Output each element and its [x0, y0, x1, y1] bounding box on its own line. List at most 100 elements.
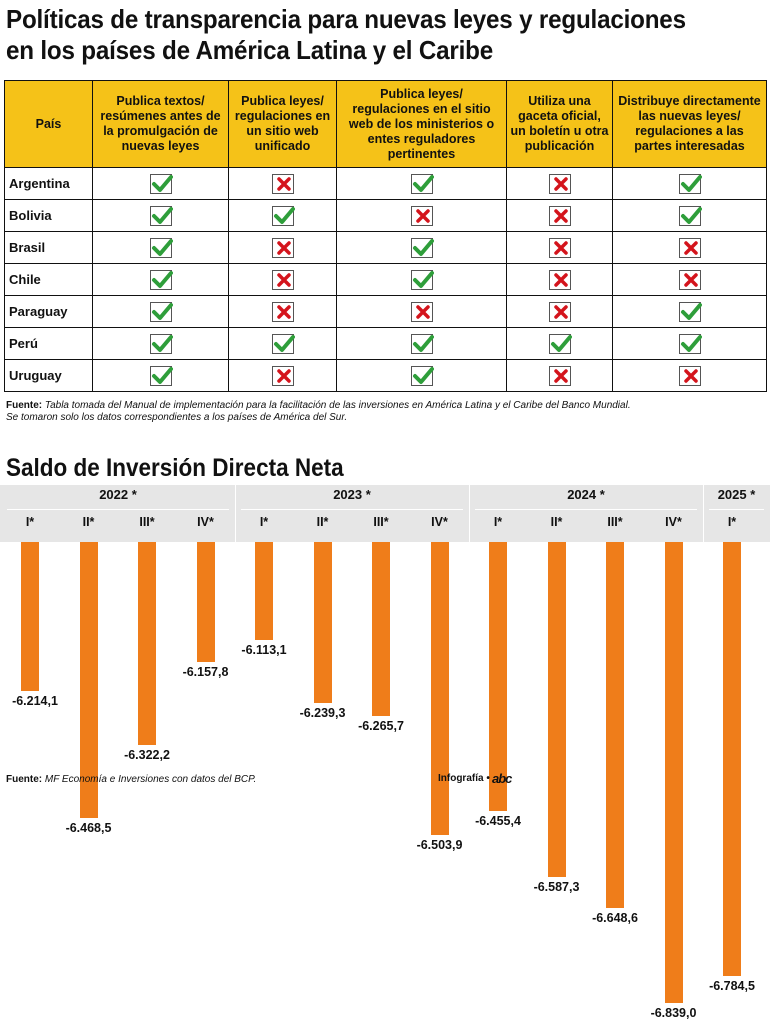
- cross-icon: [548, 365, 571, 386]
- year-underline: [7, 509, 229, 510]
- year-separator: [703, 485, 704, 542]
- table-row: Perú: [4, 327, 767, 360]
- bar: [664, 542, 683, 1003]
- country-name: Bolivia: [4, 199, 93, 232]
- table-cell: [506, 263, 613, 296]
- cross-icon: [548, 173, 571, 194]
- bar: [606, 542, 624, 908]
- cross-icon: [548, 205, 571, 226]
- check-icon: [149, 237, 173, 258]
- table-cell: [228, 263, 337, 296]
- check-icon: [149, 205, 173, 226]
- bar-value-label: -6.503,9: [416, 838, 463, 853]
- year-underline: [709, 509, 764, 510]
- table-cell: [228, 295, 337, 328]
- cross-icon: [271, 237, 294, 258]
- year-label: 2025 *: [717, 487, 756, 502]
- table-cell: [336, 295, 507, 328]
- table-cell: [612, 199, 767, 232]
- quarter-label: IV*: [431, 515, 448, 529]
- abc-logo: abc: [492, 771, 512, 786]
- table-row: Argentina: [4, 167, 767, 200]
- source-line-1: Tabla tomada del Manual de implementació…: [44, 400, 631, 411]
- column-header: Publica leyes/ regulaciones en un sitio …: [228, 80, 337, 168]
- quarter-label: I*: [727, 515, 737, 529]
- bar: [21, 542, 39, 691]
- table-cell: [506, 167, 613, 200]
- bar-value-label: -6.587,3: [533, 880, 580, 895]
- table-cell: [336, 359, 507, 392]
- table-cell: [612, 231, 767, 264]
- country-name: Brasil: [4, 231, 93, 264]
- bar-value-label: -6.455,4: [475, 814, 521, 829]
- table-cell: [92, 231, 229, 264]
- bar: [138, 542, 156, 745]
- year-label: 2024 *: [567, 487, 605, 502]
- chart-title: Saldo de Inversión Directa Neta: [6, 454, 344, 482]
- table-cell: [228, 327, 337, 360]
- chart-source-label: Fuente:: [6, 774, 43, 785]
- credit-text: Infografía •: [438, 773, 490, 784]
- bar-value-label: -6.113,1: [241, 643, 287, 657]
- table-cell: [92, 359, 229, 392]
- table-body: Argentina Bolivia Brasil Chile Paraguay Perú U…: [4, 167, 767, 392]
- table-cell: [612, 167, 767, 200]
- column-header: Distribuye directamente las nuevas leyes…: [612, 80, 767, 168]
- year-underline: [475, 509, 697, 510]
- cross-icon: [548, 269, 571, 290]
- bar-value-label: -6.265,7: [358, 719, 404, 734]
- check-icon: [271, 205, 295, 226]
- table-cell: [506, 199, 613, 232]
- page-title: Políticas de transparencia para nuevas l…: [6, 4, 686, 65]
- quarter-label: II*: [316, 515, 329, 529]
- source-label: Fuente:: [6, 400, 43, 411]
- table-cell: [612, 263, 767, 296]
- country-name: Argentina: [4, 167, 93, 200]
- table-cell: [336, 199, 507, 232]
- bar-value-label: -6.648,6: [592, 910, 638, 925]
- cross-icon: [548, 301, 571, 322]
- cross-icon: [678, 237, 701, 258]
- check-icon: [149, 365, 173, 386]
- check-icon: [149, 333, 173, 354]
- quarter-label: I*: [493, 515, 503, 529]
- check-icon: [149, 173, 173, 194]
- cross-icon: [271, 365, 294, 386]
- table-cell: [228, 199, 337, 232]
- table-cell: [228, 231, 337, 264]
- bar: [372, 542, 390, 717]
- bar-value-label: -6.239,3: [299, 706, 346, 721]
- cross-icon: [271, 269, 294, 290]
- table-row: Chile: [4, 263, 767, 296]
- table-row: Uruguay: [4, 359, 767, 392]
- bar-value-label: -6.784,5: [709, 978, 755, 993]
- table-cell: [506, 231, 613, 264]
- quarter-label: III*: [139, 515, 155, 529]
- table-cell: [336, 327, 507, 360]
- column-header: Publica leyes/ regulaciones en el sitio …: [336, 80, 507, 168]
- quarter-label: II*: [82, 515, 95, 529]
- quarter-label: III*: [607, 515, 623, 529]
- country-name: Chile: [4, 263, 93, 296]
- table-source: Fuente: Tabla tomada del Manual de imple…: [6, 400, 766, 424]
- table-header-row: País Publica textos/ resúmenes antes de l…: [4, 80, 767, 168]
- year-separator: [469, 485, 470, 542]
- table-cell: [92, 263, 229, 296]
- table-row: Paraguay: [4, 295, 767, 328]
- check-icon: [271, 333, 295, 354]
- cross-icon: [410, 301, 433, 322]
- check-icon: [410, 237, 434, 258]
- table-cell: [228, 359, 337, 392]
- column-header: Publica textos/ resúmenes antes de la pr…: [92, 80, 229, 168]
- country-name: Perú: [4, 327, 93, 360]
- transparency-table: País Publica textos/ resúmenes antes de l…: [4, 80, 767, 392]
- table-cell: [336, 167, 507, 200]
- quarter-label: IV*: [197, 515, 214, 529]
- check-icon: [678, 205, 702, 226]
- quarter-label: II*: [550, 515, 563, 529]
- bar: [489, 542, 507, 812]
- table-cell: [612, 295, 767, 328]
- check-icon: [548, 333, 572, 354]
- check-icon: [149, 269, 173, 290]
- cross-icon: [548, 237, 571, 258]
